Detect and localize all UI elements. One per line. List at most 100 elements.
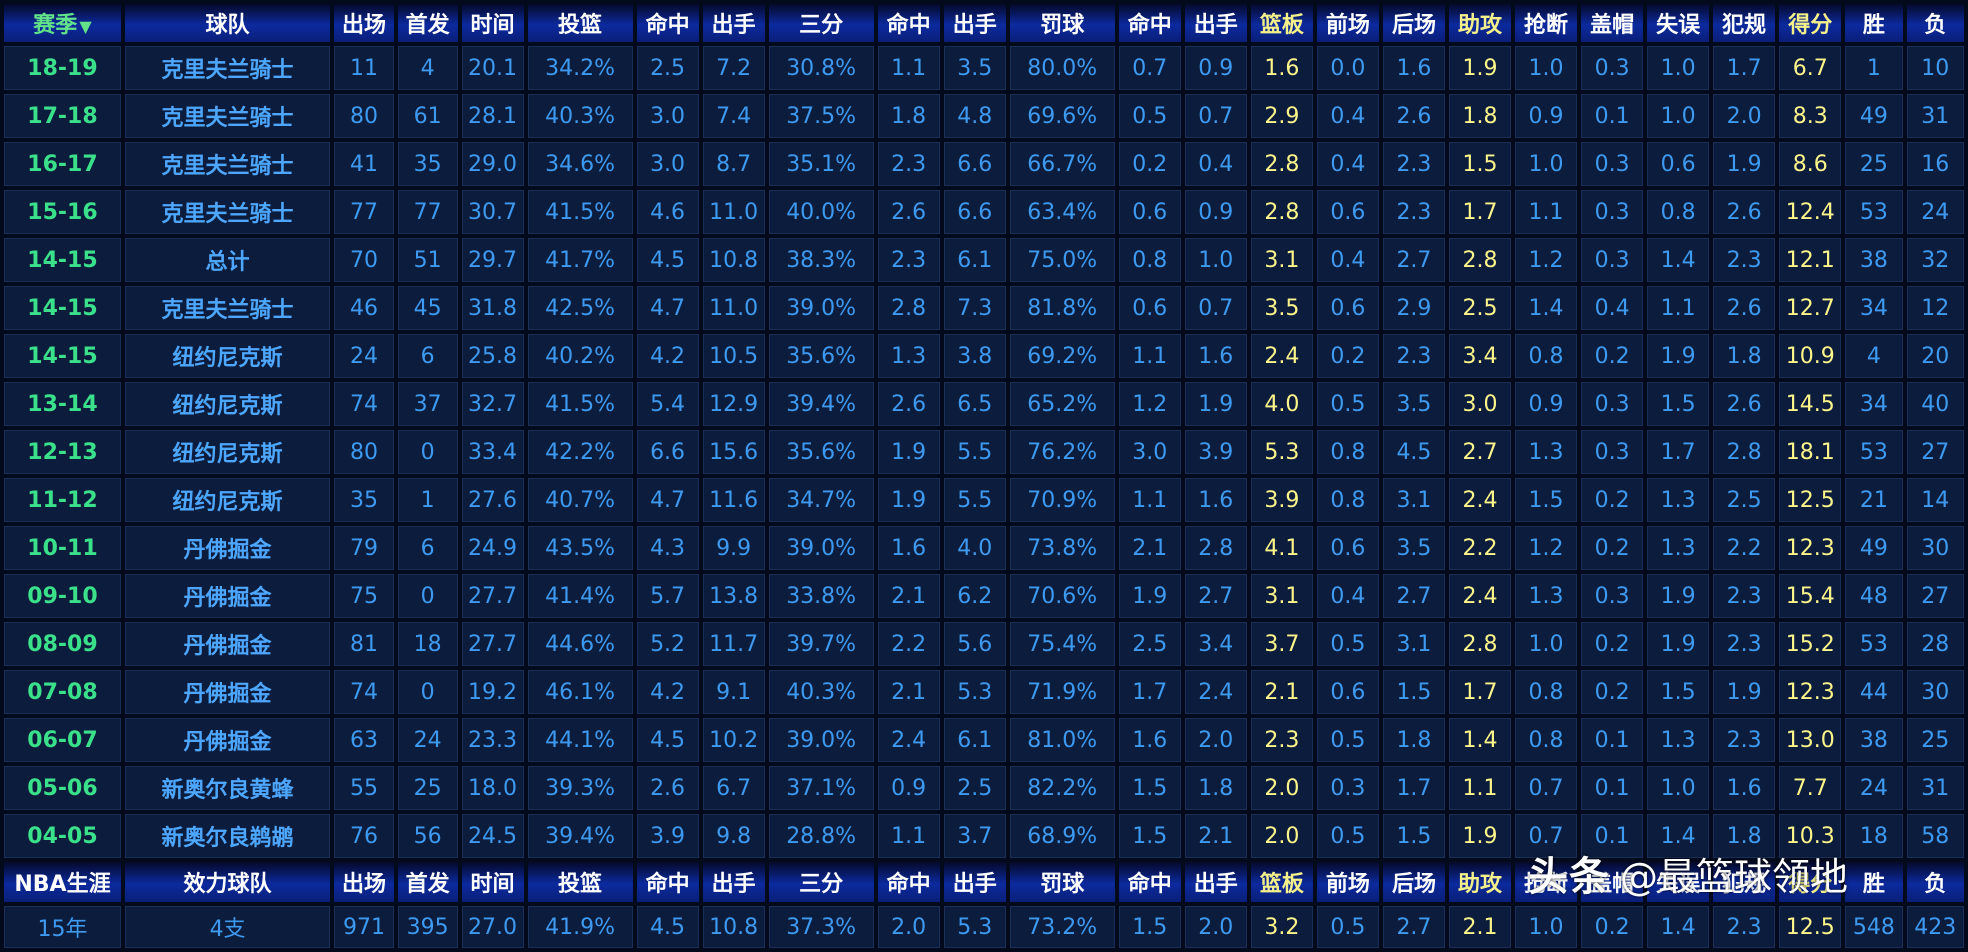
cell-blk: 0.3	[1581, 46, 1644, 90]
cell-tov: 1.9	[1647, 574, 1710, 618]
cell-fta: 0.7	[1184, 286, 1247, 330]
cell-dreb: 1.6	[1382, 46, 1445, 90]
cell-team[interactable]: 纽约尼克斯	[124, 334, 331, 378]
header-oreb[interactable]: 前场	[1316, 4, 1379, 42]
header-fta[interactable]: 出手	[1184, 4, 1247, 42]
header-team[interactable]: 球队	[124, 4, 331, 42]
cell-season: 14-15	[4, 334, 121, 378]
career-header-row: NBA生涯 效力球队 出场 首发 时间 投篮 命中 出手 三分 命中 出手 罚球 命中 出手 篮板 前场 后场助…	[4, 862, 1964, 902]
cell-losses: 10	[1906, 46, 1964, 90]
cell-oreb: 0.6	[1316, 670, 1379, 714]
cell-fta: 2.0	[1184, 718, 1247, 762]
cell-blk: 0.3	[1581, 430, 1644, 474]
cell-team[interactable]: 丹佛掘金	[124, 718, 331, 762]
header-starts[interactable]: 首发	[397, 4, 458, 42]
header-fga[interactable]: 出手	[702, 4, 765, 42]
header-label: 前场	[1325, 13, 1370, 38]
header-blk[interactable]: 盖帽	[1581, 4, 1644, 42]
cell-team[interactable]: 克里夫兰骑士	[124, 190, 331, 234]
cell-three-a: 3.8	[943, 334, 1006, 378]
career-header-team: 效力球队	[124, 862, 331, 902]
cell-ftm: 1.6	[1118, 718, 1181, 762]
header-three-m[interactable]: 命中	[877, 4, 940, 42]
cell-stl: 1.1	[1515, 190, 1578, 234]
header-pf[interactable]: 犯规	[1713, 4, 1776, 42]
cell-games: 24	[334, 334, 394, 378]
cell-oreb: 0.5	[1316, 814, 1379, 858]
cell-fgm: 3.0	[636, 94, 699, 138]
table-row: 16-17 克里夫兰骑士 41 35 29.0 34.6% 3.0 8.7 35.1% 2.3 6.…	[4, 142, 1964, 186]
career-header-blk: 盖帽	[1581, 862, 1644, 902]
table-row: 17-18 克里夫兰骑士 80 61 28.1 40.3% 3.0 7.4 37.5% 1.8 4.…	[4, 94, 1964, 138]
header-three-a[interactable]: 出手	[943, 4, 1006, 42]
cell-team[interactable]: 丹佛掘金	[124, 622, 331, 666]
cell-team[interactable]: 纽约尼克斯	[124, 478, 331, 522]
cell-ft-pct: 69.6%	[1009, 94, 1115, 138]
cell-three-a: 3.7	[943, 814, 1006, 858]
header-ft-pct[interactable]: 罚球	[1009, 4, 1115, 42]
header-dreb[interactable]: 后场	[1382, 4, 1445, 42]
cell-team[interactable]: 丹佛掘金	[124, 670, 331, 714]
header-three-pct[interactable]: 三分	[768, 4, 874, 42]
cell-team[interactable]: 纽约尼克斯	[124, 382, 331, 426]
cell-team[interactable]: 新奥尔良鹈鹕	[124, 814, 331, 858]
cell-team[interactable]: 克里夫兰骑士	[124, 46, 331, 90]
career-cell-wins: 548	[1845, 906, 1903, 948]
cell-reb: 5.3	[1250, 430, 1313, 474]
cell-team[interactable]: 克里夫兰骑士	[124, 286, 331, 330]
cell-stl: 0.8	[1515, 718, 1578, 762]
header-fgm[interactable]: 命中	[636, 4, 699, 42]
cell-pf: 1.7	[1713, 46, 1776, 90]
cell-blk: 0.1	[1581, 718, 1644, 762]
cell-pts: 12.7	[1779, 286, 1842, 330]
cell-losses: 27	[1906, 574, 1964, 618]
cell-team[interactable]: 克里夫兰骑士	[124, 142, 331, 186]
cell-minutes: 27.6	[461, 478, 524, 522]
header-reb[interactable]: 篮板	[1250, 4, 1313, 42]
header-losses[interactable]: 负	[1906, 4, 1964, 42]
cell-fga: 9.9	[702, 526, 765, 570]
header-ftm[interactable]: 命中	[1118, 4, 1181, 42]
cell-team[interactable]: 丹佛掘金	[124, 574, 331, 618]
cell-losses: 32	[1906, 238, 1964, 282]
cell-team[interactable]: 克里夫兰骑士	[124, 94, 331, 138]
header-stl[interactable]: 抢断	[1515, 4, 1578, 42]
cell-team[interactable]: 丹佛掘金	[124, 526, 331, 570]
cell-reb: 1.6	[1250, 46, 1313, 90]
header-minutes[interactable]: 时间	[461, 4, 524, 42]
cell-losses: 58	[1906, 814, 1964, 858]
cell-pts: 15.2	[1779, 622, 1842, 666]
cell-starts: 0	[397, 430, 458, 474]
header-fg-pct[interactable]: 投篮	[527, 4, 633, 42]
cell-season: 08-09	[4, 622, 121, 666]
cell-three-m: 1.9	[877, 430, 940, 474]
cell-fg-pct: 40.3%	[527, 94, 633, 138]
cell-wins: 4	[1845, 334, 1903, 378]
cell-ftm: 1.5	[1118, 766, 1181, 810]
cell-fgm: 3.9	[636, 814, 699, 858]
cell-team[interactable]: 总计	[124, 238, 331, 282]
cell-three-pct: 35.1%	[768, 142, 874, 186]
cell-ft-pct: 71.9%	[1009, 670, 1115, 714]
career-header-wins: 胜	[1845, 862, 1903, 902]
cell-fga: 7.2	[702, 46, 765, 90]
cell-fta: 0.9	[1184, 46, 1247, 90]
header-wins[interactable]: 胜	[1845, 4, 1903, 42]
cell-team[interactable]: 纽约尼克斯	[124, 430, 331, 474]
cell-fg-pct: 42.5%	[527, 286, 633, 330]
cell-fg-pct: 43.5%	[527, 526, 633, 570]
header-games[interactable]: 出场	[334, 4, 394, 42]
header-season[interactable]: 赛季 ▼	[4, 4, 121, 42]
cell-wins: 38	[1845, 238, 1903, 282]
header-tov[interactable]: 失误	[1647, 4, 1710, 42]
cell-dreb: 2.7	[1382, 238, 1445, 282]
cell-pf: 2.3	[1713, 622, 1776, 666]
cell-starts: 6	[397, 334, 458, 378]
cell-minutes: 29.7	[461, 238, 524, 282]
cell-team[interactable]: 新奥尔良黄蜂	[124, 766, 331, 810]
cell-ast: 1.1	[1448, 766, 1512, 810]
header-pts[interactable]: 得分	[1779, 4, 1842, 42]
header-ast[interactable]: 助攻	[1448, 4, 1512, 42]
career-cell-ft-pct: 73.2%	[1009, 906, 1115, 948]
cell-fga: 13.8	[702, 574, 765, 618]
